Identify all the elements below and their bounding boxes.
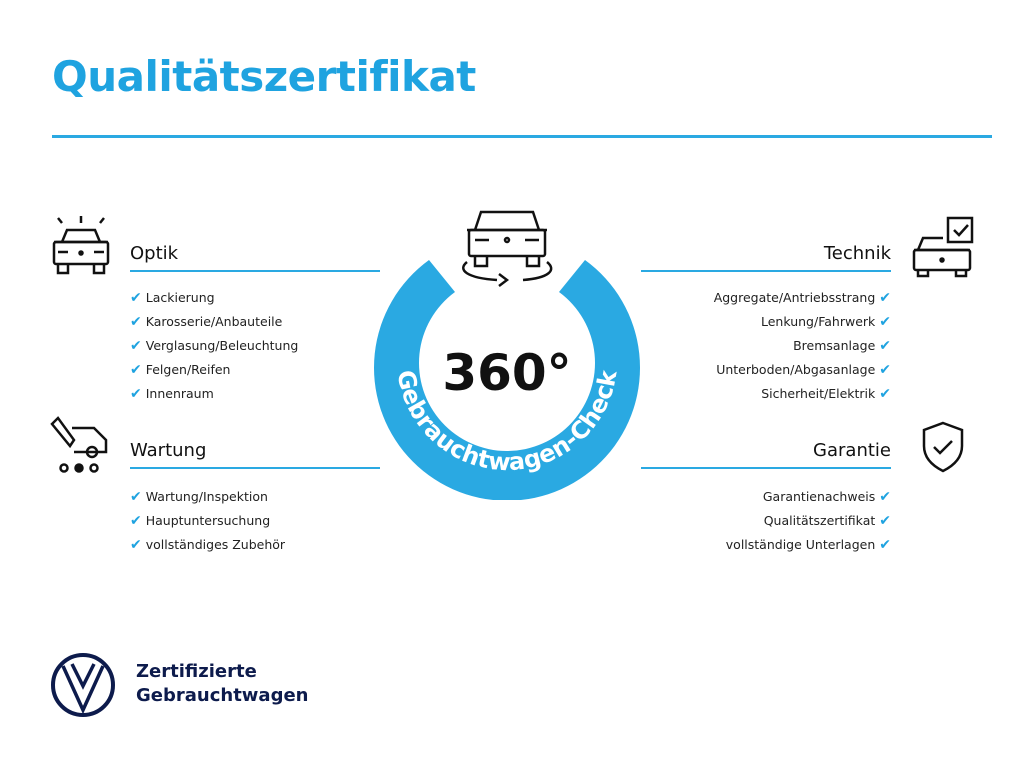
check-icon: ✔ (130, 537, 142, 553)
section-divider (130, 270, 380, 272)
check-icon: ✔ (130, 386, 142, 402)
list-item: vollständige Unterlagen ✔ (725, 537, 891, 553)
check-icon: ✔ (130, 338, 142, 354)
check-icon: ✔ (130, 314, 142, 330)
check-icon: ✔ (879, 386, 891, 402)
check-icon: ✔ (879, 338, 891, 354)
car-lights-icon (52, 216, 110, 275)
degrees-label: 360° (442, 344, 571, 402)
check-icon: ✔ (130, 513, 142, 529)
car-rotate-icon (462, 210, 553, 287)
check-icon: ✔ (879, 314, 891, 330)
list-item: Sicherheit/Elektrik ✔ (761, 386, 891, 402)
section-title: Optik (130, 243, 179, 264)
section-divider (130, 467, 380, 469)
list-item: ✔ Felgen/Reifen (130, 362, 231, 378)
section-optik: Optik ✔ Lackierung ✔ Karosserie/Anbauteile… (130, 240, 380, 406)
list-item: ✔ Lackierung (130, 290, 215, 306)
vw-logo (51, 653, 115, 717)
car-checklist-icon (912, 216, 974, 278)
check-icon: ✔ (879, 489, 891, 505)
title-divider (52, 135, 992, 138)
check-icon: ✔ (130, 290, 142, 306)
list-item: Aggregate/Antriebsstrang ✔ (713, 290, 891, 306)
check-icon: ✔ (130, 362, 142, 378)
list-item: Unterboden/Abgasanlage ✔ (716, 362, 891, 378)
section-title: Technik (823, 243, 891, 264)
list-item: Lenkung/Fahrwerk ✔ (761, 314, 891, 330)
gebrauchtwagen-check-badge: Gebrauchtwagen-Check 360° (374, 210, 640, 500)
page-title: Qualitätszertifikat (52, 52, 476, 101)
list-item: ✔ Hauptuntersuchung (130, 513, 271, 529)
list-item: ✔ Karosserie/Anbauteile (130, 314, 283, 330)
section-wartung: Wartung ✔ Wartung/Inspektion ✔ Hauptunters… (130, 437, 380, 557)
section-divider (641, 270, 891, 272)
list-item: ✔ Wartung/Inspektion (130, 489, 268, 505)
section-divider (641, 467, 891, 469)
list-item: ✔ vollständiges Zubehör (130, 537, 286, 553)
check-icon: ✔ (879, 290, 891, 306)
section-title: Garantie (813, 440, 891, 461)
list-item: Bremsanlage ✔ (793, 338, 891, 354)
ring-arc (374, 260, 640, 500)
list-item: ✔ Verglasung/Beleuchtung (130, 338, 299, 354)
check-icon: ✔ (879, 537, 891, 553)
list-item: ✔ Innenraum (130, 386, 214, 402)
brand-name: Zertifizierte Gebrauchtwagen (136, 661, 309, 706)
section-technik: Technik Aggregate/Antriebsstrang ✔ Lenkun… (641, 240, 891, 406)
section-garantie: Garantie Garantienachweis ✔ Qualitätszert… (641, 437, 891, 557)
check-icon: ✔ (879, 362, 891, 378)
list-item: Qualitätszertifikat ✔ (763, 513, 891, 529)
list-item: Garantienachweis ✔ (762, 489, 891, 505)
section-title: Wartung (130, 440, 207, 461)
shield-check-icon (922, 421, 964, 473)
check-icon: ✔ (879, 513, 891, 529)
service-car-icon (50, 416, 108, 473)
check-icon: ✔ (130, 489, 142, 505)
